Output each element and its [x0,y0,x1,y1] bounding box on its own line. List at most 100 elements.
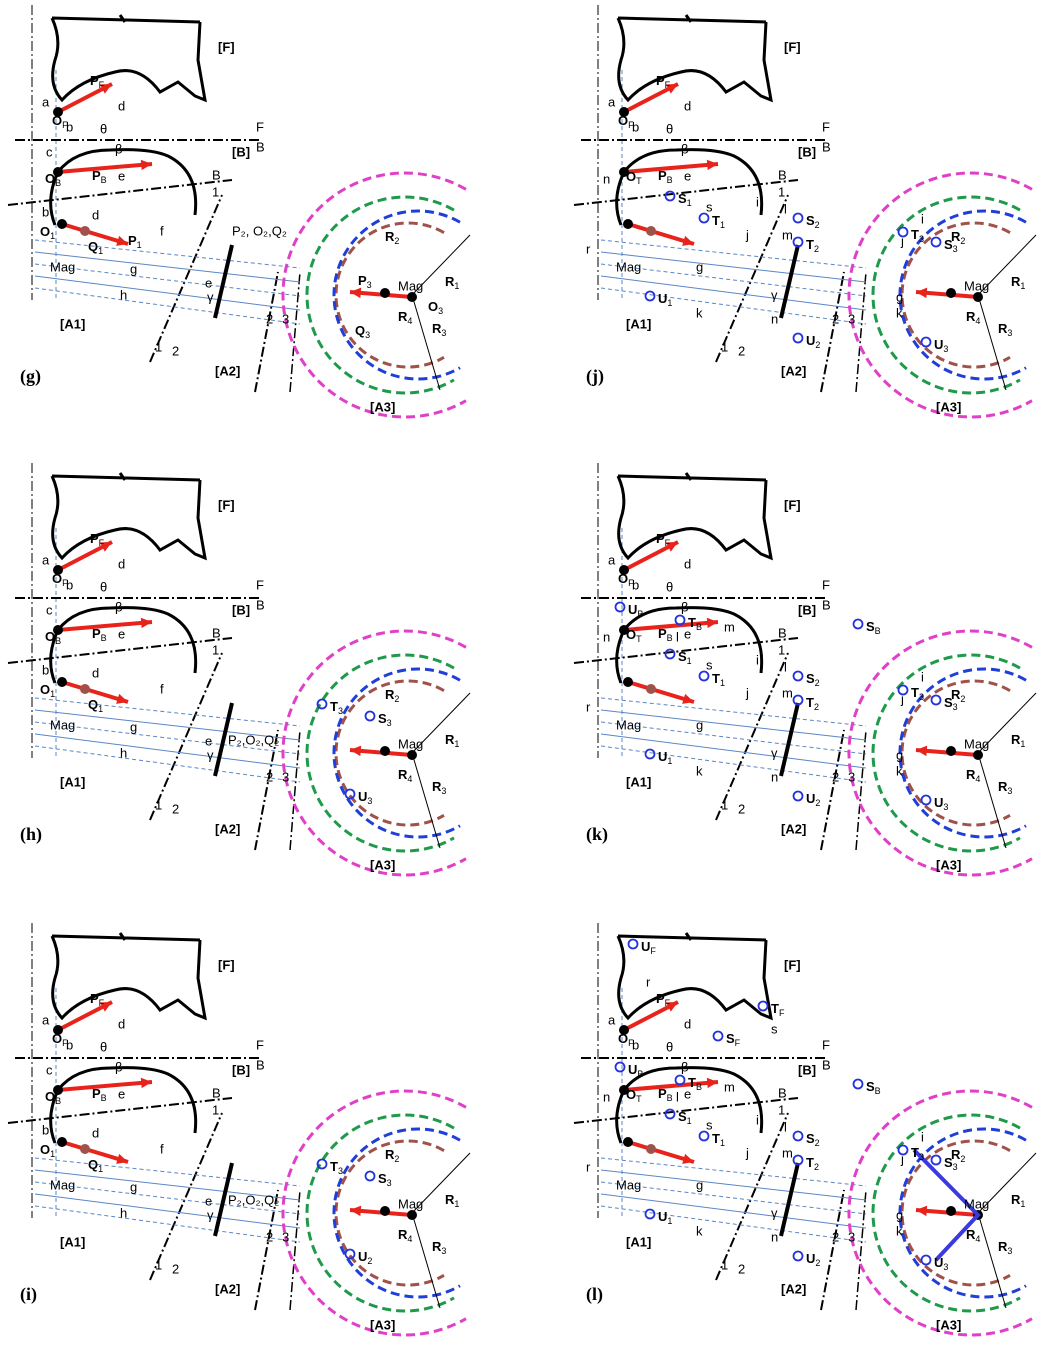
label-main: T [911,1145,919,1160]
label: [A3] [936,857,961,872]
arrow-head [682,693,694,704]
label: b [66,1037,73,1052]
label-sub: B [696,622,702,632]
label: 1 [721,797,728,812]
label-main: S [806,671,815,686]
label: T3 [330,1159,343,1176]
label-main: O [40,682,50,697]
boundary-b1 [7,637,233,664]
label: e [205,275,212,290]
label: d [684,556,691,571]
boundary-3 [855,1189,867,1311]
label: b [632,577,639,592]
label: n [603,629,610,644]
range-arc [281,171,467,419]
label: R4 [398,1227,412,1244]
label-main: S [726,1031,735,1046]
label-main: U [934,795,943,810]
label: Mag [398,278,423,293]
label: d [92,1125,99,1140]
label-sub: 1 [50,689,55,699]
label-sub: B [55,1096,61,1106]
dimension-line [600,251,867,283]
label: O1 [40,682,55,699]
label-main: Q [88,239,98,254]
arrow-head [140,159,152,171]
dimension-line [600,1169,867,1201]
label: PB [92,626,107,643]
range-arc [847,171,1033,419]
label-main: O [40,224,50,239]
point [380,746,390,756]
label-main: P [128,233,137,248]
dimension-line [34,1157,301,1187]
label: U2 [806,791,820,808]
marker-ring [698,212,710,224]
range-arc [900,1139,1011,1287]
label-main: P [656,73,665,88]
label: [A2] [215,1281,240,1296]
label-sub: T [636,634,642,644]
label: 1 [778,642,785,657]
label: UB [628,602,643,619]
label: PF [90,991,105,1008]
label: h [120,287,127,302]
label-main: R [1011,732,1021,747]
label-main: S [678,649,687,664]
label-main: R [1011,1192,1021,1207]
label: γ [771,745,778,760]
label: P1 [128,233,142,250]
label-main: R [951,229,961,244]
label: Q1 [88,239,103,256]
label-sub: B [55,178,61,188]
boundary-23 [820,729,845,851]
label: (g) [20,366,41,387]
label: r [586,699,591,714]
label-sub: 1 [454,281,459,291]
label: SB [866,1079,881,1096]
label-sub: 1 [667,298,672,308]
range-arc [900,221,1011,369]
label-main: T [712,213,720,228]
label: S3 [378,1171,392,1188]
marker-ring [792,1250,804,1262]
label-sub: F [665,538,671,548]
label: e [118,168,125,183]
marker-ring [712,1030,724,1042]
label-sub: F [62,1038,68,1048]
point [53,1085,63,1095]
label: 1 [778,184,785,199]
arrow-shaft [623,1080,719,1092]
label-main: P [658,168,667,183]
label-sub: 1 [720,220,725,230]
point [53,167,63,177]
marker-ring [920,794,932,806]
label: β [115,599,122,614]
label: k [896,1223,903,1238]
point [53,625,63,635]
label: f [160,1141,164,1156]
label-main: T [806,695,814,710]
arrow-head [116,1153,128,1164]
label: 1 [778,1102,785,1117]
label: O3 [428,299,443,316]
arrow-head [706,1077,718,1089]
label: T1 [712,1131,725,1148]
label-main: S [944,695,953,710]
label-main: Q [88,697,98,712]
label: R1 [1011,732,1025,749]
label: 2 [172,343,179,358]
label: a [608,552,616,567]
arrow-shaft [61,1140,129,1164]
label-sub: F [650,946,656,956]
range-arc [305,653,455,853]
label: OF [52,571,68,588]
label: s [706,657,713,672]
label-main: U [934,337,943,352]
marker-ring [897,1144,909,1156]
label-main: P [92,626,101,641]
label: g [896,747,903,762]
label: R2 [385,229,399,246]
label-sub: F [735,1038,741,1048]
label-sub: B [101,1093,107,1103]
